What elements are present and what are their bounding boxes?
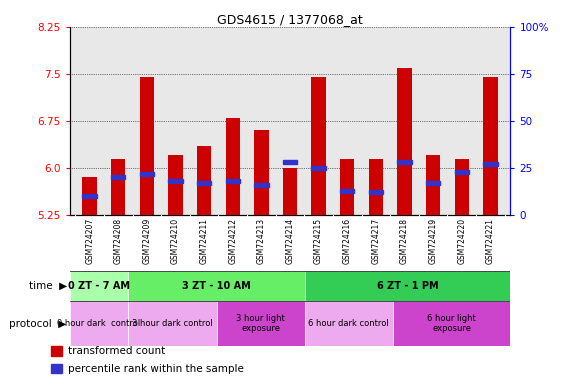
Bar (455, 170, 469, 174)
Text: 6 hour dark control: 6 hour dark control (309, 319, 389, 328)
Bar (311, 166, 326, 170)
Text: protocol  ▶: protocol ▶ (9, 318, 67, 329)
Bar (128, 301, 216, 346)
Text: GSM724217: GSM724217 (371, 218, 380, 264)
Bar (304, 271, 510, 301)
Text: 0 ZT - 7 AM: 0 ZT - 7 AM (68, 281, 130, 291)
Bar (140, 77, 154, 215)
Text: GSM724215: GSM724215 (314, 218, 323, 264)
Text: 6 hour light
exposure: 6 hour light exposure (427, 314, 476, 333)
Text: 0 hour dark  control: 0 hour dark control (57, 319, 140, 328)
Bar (111, 159, 125, 215)
Title: GDS4615 / 1377068_at: GDS4615 / 1377068_at (217, 13, 363, 26)
Text: GSM724211: GSM724211 (200, 218, 209, 264)
Bar (369, 190, 383, 195)
Bar (226, 179, 240, 183)
Bar (197, 181, 211, 185)
Text: time  ▶: time ▶ (28, 281, 67, 291)
Text: GSM724214: GSM724214 (285, 218, 295, 264)
Text: 3 ZT - 10 AM: 3 ZT - 10 AM (182, 281, 251, 291)
Text: GSM724209: GSM724209 (142, 218, 151, 264)
Bar (283, 168, 297, 215)
Bar (483, 77, 498, 215)
Bar (50, 346, 61, 356)
Bar (216, 301, 304, 346)
Text: 3 hour dark control: 3 hour dark control (132, 319, 213, 328)
Text: transformed count: transformed count (68, 346, 165, 356)
Text: GSM724213: GSM724213 (257, 218, 266, 264)
Text: GSM724212: GSM724212 (229, 218, 237, 264)
Text: GSM724218: GSM724218 (400, 218, 409, 264)
Text: percentile rank within the sample: percentile rank within the sample (68, 364, 244, 374)
Text: GSM724207: GSM724207 (85, 218, 94, 264)
Bar (254, 183, 269, 187)
Bar (111, 175, 125, 179)
Bar (397, 68, 412, 215)
Bar (254, 131, 269, 215)
Bar (311, 77, 326, 215)
Text: GSM724219: GSM724219 (429, 218, 438, 264)
Bar (426, 181, 440, 185)
Text: GSM724210: GSM724210 (171, 218, 180, 264)
Bar (197, 146, 211, 215)
Bar (426, 156, 440, 215)
Bar (455, 159, 469, 215)
Bar (168, 156, 183, 215)
Bar (82, 194, 97, 198)
Bar (70, 301, 128, 346)
Bar (70, 271, 128, 301)
Bar (50, 364, 61, 373)
Text: 3 hour light
exposure: 3 hour light exposure (236, 314, 285, 333)
Bar (283, 160, 297, 164)
Text: GSM724220: GSM724220 (457, 218, 466, 264)
Text: GSM724221: GSM724221 (486, 218, 495, 264)
Bar (369, 159, 383, 215)
Bar (82, 177, 97, 215)
Text: GSM724216: GSM724216 (343, 218, 351, 264)
Bar (393, 301, 510, 346)
Bar (128, 271, 304, 301)
Bar (304, 301, 393, 346)
Bar (483, 162, 498, 166)
Text: GSM724208: GSM724208 (114, 218, 123, 264)
Bar (226, 118, 240, 215)
Text: 6 ZT - 1 PM: 6 ZT - 1 PM (377, 281, 438, 291)
Bar (340, 159, 354, 215)
Bar (140, 172, 154, 176)
Bar (340, 189, 354, 193)
Bar (397, 160, 412, 164)
Bar (168, 179, 183, 183)
